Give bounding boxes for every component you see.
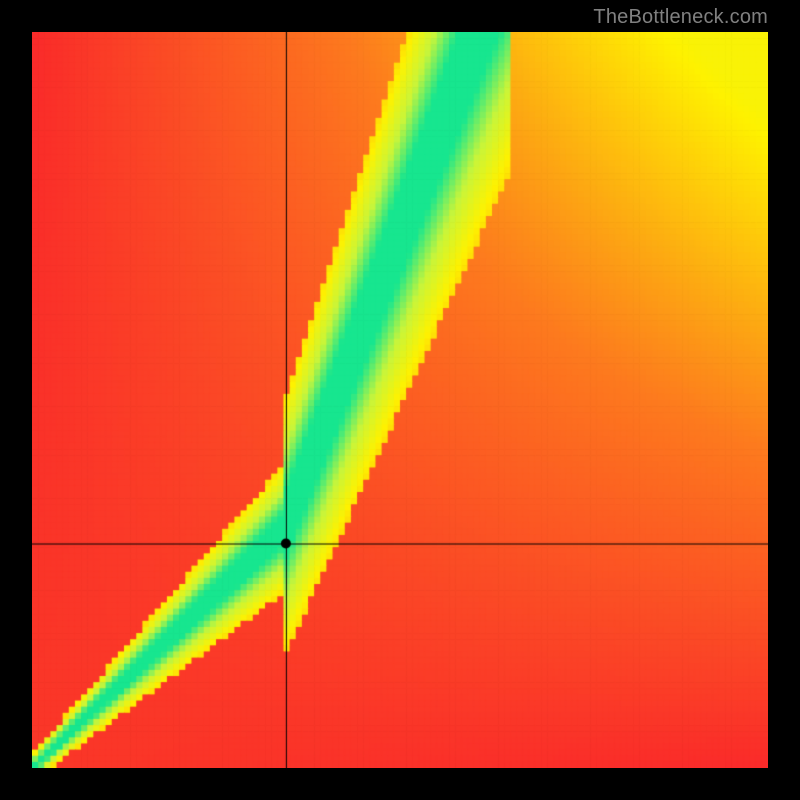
chart-container: TheBottleneck.com xyxy=(0,0,800,800)
bottleneck-heatmap xyxy=(32,32,768,768)
watermark-text: TheBottleneck.com xyxy=(593,6,768,29)
